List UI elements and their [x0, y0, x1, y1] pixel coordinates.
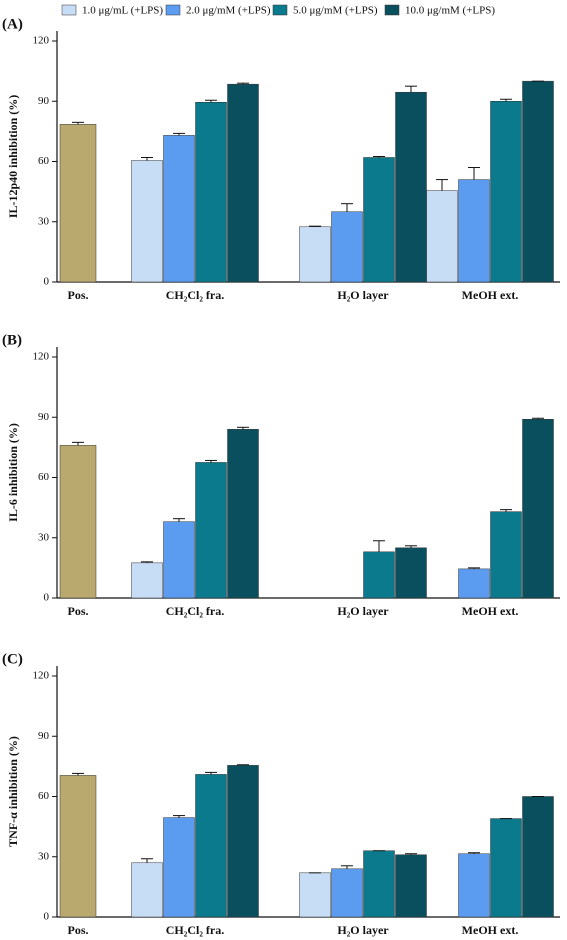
legend-label: 2.0 μg/mM (+LPS)	[186, 5, 271, 17]
y-tick-label: 0	[44, 592, 50, 604]
x-tick-label: CH₂Cl₂ fra.	[166, 604, 225, 618]
bar	[195, 774, 227, 918]
bar	[458, 853, 490, 918]
y-tick-label: 90	[38, 411, 50, 423]
bar	[59, 124, 97, 283]
bar	[522, 796, 554, 918]
x-tick-label: H₂O layer	[337, 288, 389, 302]
bar	[131, 160, 163, 283]
x-tick-label: CH₂Cl₂ fra.	[166, 923, 225, 937]
panel-label: (C)	[2, 651, 23, 667]
bar	[131, 562, 163, 599]
y-axis-label: IL-12p40 inhibition (%)	[6, 95, 20, 218]
legend-label: 5.0 μg/mM (+LPS)	[293, 5, 378, 17]
bar	[163, 817, 195, 918]
y-tick-label: 60	[38, 790, 50, 802]
bar	[195, 462, 227, 599]
bar	[490, 101, 522, 283]
y-tick-label: 30	[38, 215, 50, 227]
y-axis-label: TNF-α inhibition (%)	[6, 736, 20, 847]
y-tick-label: 90	[38, 95, 50, 107]
legend-label: 1.0 μg/mL (+LPS)	[82, 5, 163, 17]
bar	[195, 102, 227, 283]
x-tick-label: Pos.	[68, 923, 89, 937]
bar	[131, 862, 163, 918]
bar	[363, 850, 395, 918]
x-tick-label: H₂O layer	[337, 923, 389, 937]
y-tick-label: 120	[33, 351, 50, 363]
bar	[299, 872, 331, 918]
bar	[59, 775, 97, 918]
y-tick-label: 90	[38, 730, 50, 742]
bar	[426, 190, 458, 283]
x-tick-label: MeOH ext.	[462, 923, 519, 937]
bar	[522, 80, 554, 283]
bar	[458, 179, 490, 283]
bar	[227, 765, 259, 918]
bar	[299, 226, 331, 283]
legend-label: 10.0 μg/mM (+LPS)	[405, 5, 495, 17]
y-tick-label: 60	[38, 155, 50, 167]
legend-swatch	[272, 4, 288, 16]
bar	[331, 211, 363, 283]
bar	[227, 83, 259, 283]
y-tick-label: 60	[38, 471, 50, 483]
legend-swatch	[384, 4, 400, 16]
bar	[395, 91, 427, 283]
y-tick-label: 0	[44, 911, 50, 923]
panel-label: (B)	[2, 332, 22, 348]
x-tick-label: Pos.	[68, 288, 89, 302]
bar	[395, 854, 427, 918]
bar	[395, 547, 427, 599]
x-tick-label: CH₂Cl₂ fra.	[166, 288, 225, 302]
bar	[59, 445, 97, 599]
legend-swatch	[61, 4, 77, 16]
bar	[490, 511, 522, 599]
bar	[490, 818, 522, 918]
bar	[227, 429, 259, 599]
bar	[458, 568, 490, 599]
y-tick-label: 0	[44, 276, 50, 288]
x-tick-label: H₂O layer	[337, 604, 389, 618]
y-tick-label: 30	[38, 850, 50, 862]
y-tick-label: 120	[33, 670, 50, 682]
bar	[363, 551, 395, 599]
legend-swatch	[165, 4, 181, 16]
bar	[331, 868, 363, 918]
bar	[522, 419, 554, 599]
bar	[163, 135, 195, 283]
y-tick-label: 120	[33, 35, 50, 47]
y-axis-label: IL-6 inhibition (%)	[6, 423, 20, 522]
bar	[163, 521, 195, 599]
panel-label: (A)	[2, 16, 23, 32]
y-tick-label: 30	[38, 531, 50, 543]
bar	[363, 157, 395, 283]
x-tick-label: Pos.	[68, 604, 89, 618]
x-tick-label: MeOH ext.	[462, 604, 519, 618]
x-tick-label: MeOH ext.	[462, 288, 519, 302]
